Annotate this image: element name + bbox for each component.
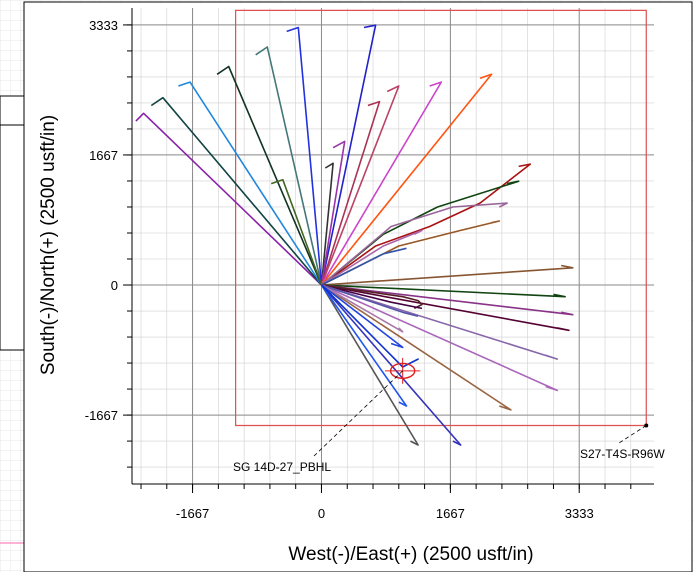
wellbore-trace-2 [150,96,323,286]
section-label: S27-T4S-R96W [580,447,665,461]
x-tick-label: 3333 [565,506,594,521]
x-axis-label: West(-)/East(+) (2500 usft/in) [288,544,533,565]
target-marker [313,357,421,457]
wellbore-trace-10 [320,140,346,286]
wellbore-trace-22 [321,284,566,298]
section-leader-line [618,425,647,444]
y-tick-label: 1667 [89,148,118,163]
wellbore-trace-24 [321,284,570,332]
wellbore-trace-36 [320,284,419,368]
x-tick-label: 1667 [436,506,465,521]
left-panel-fragment [0,95,25,351]
wellbore-trace-12 [320,85,400,286]
wellbore-trace-7 [320,24,377,286]
wellbore-trace-8 [270,178,323,286]
x-tick-label: 0 [318,506,325,521]
wellbore-trace-33 [320,284,462,446]
wellbore-trace-11 [320,100,381,286]
section-boundary [235,9,649,444]
wellbore-trace-6 [286,26,323,286]
wellbore-trace-9 [320,162,334,286]
target-label: SG 14D-27_PBHL [233,460,331,474]
wellbore-trace-27 [321,284,559,360]
wellbore-trace-3 [178,81,323,286]
wellbore-trace-34 [320,284,419,446]
y-axis-label: South(-)/North(+) (2500 usft/in) [38,115,59,375]
wellbore-trace-25 [321,284,423,310]
wellbore-trace-35 [320,284,408,407]
wellbore-trace-32 [321,284,404,349]
y-tick-label: 0 [111,278,118,293]
wellbore-trace-4 [216,65,323,286]
wellbore-trace-19 [321,229,423,286]
wellbore-trace-20 [321,247,407,286]
y-tick-label: 3333 [89,18,118,33]
wellbore-trace-29 [321,284,512,411]
wellbore-trace-5 [255,46,323,286]
wellbore-trace-1 [135,112,323,286]
wellbore-trace-14 [320,73,493,286]
wellbore-trace-13 [320,81,443,286]
y-tick-label: -1667 [85,408,118,423]
wellbore-traces [135,24,574,446]
wellbore-trace-15 [321,163,532,286]
axes-group: -1667 0 1667 3333 -1667 0 1667 3333 [85,8,654,521]
wellbore-trace-28 [321,284,559,392]
wellbore-trace-23 [321,284,574,316]
wellbore-trace-21 [321,264,574,286]
wellbore-trace-30 [321,284,419,317]
wellbore-trace-17 [320,202,508,286]
x-tick-label: -1667 [176,506,209,521]
wellbore-trace-31 [321,284,404,333]
wellbore-trace-26 [321,284,423,310]
